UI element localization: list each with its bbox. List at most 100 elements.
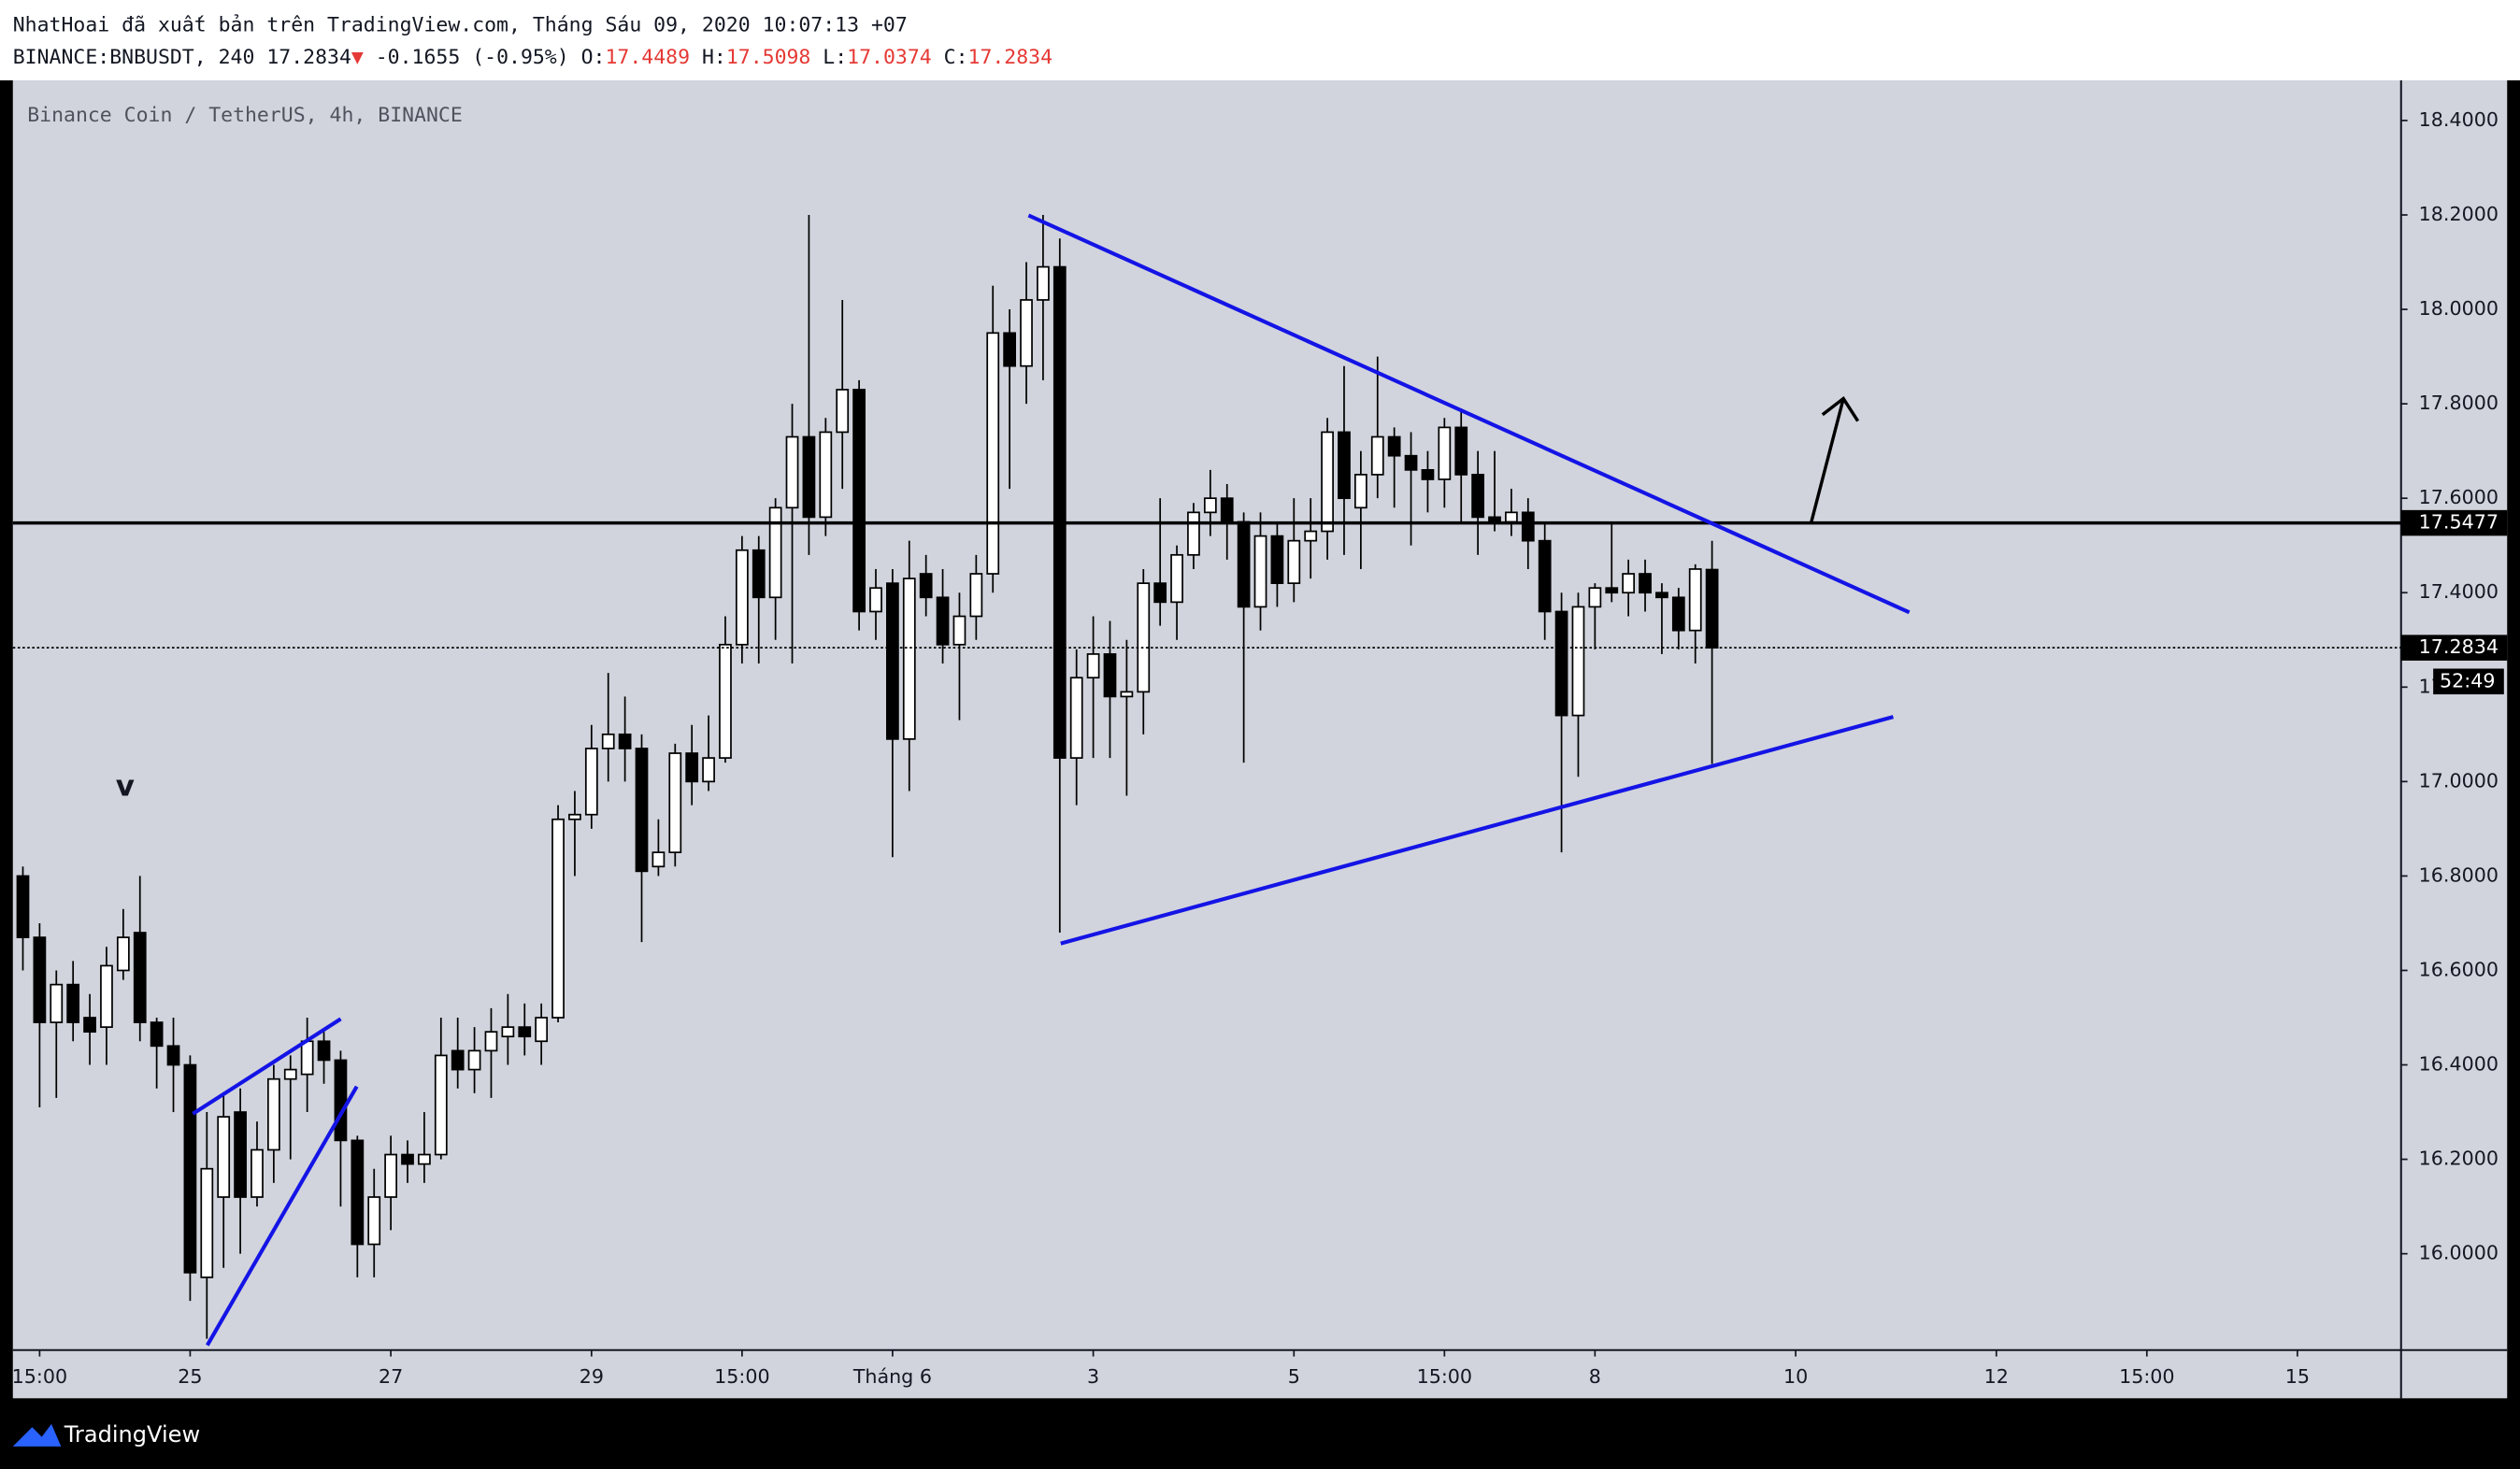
y-tick-label: 16.4000 bbox=[2419, 1053, 2499, 1076]
candle-body bbox=[1220, 497, 1234, 523]
candle-body bbox=[719, 643, 732, 759]
candle-body bbox=[852, 389, 866, 613]
countdown-box bbox=[2433, 668, 2504, 695]
x-tick-label: 12 bbox=[1984, 1365, 2009, 1388]
candle-body bbox=[100, 964, 113, 1028]
candle-body bbox=[902, 578, 916, 740]
annotation: v bbox=[116, 769, 135, 803]
candle-body bbox=[869, 587, 882, 613]
ohlc-label: H: bbox=[702, 46, 726, 69]
candle-body bbox=[635, 748, 649, 873]
candle-body bbox=[1571, 606, 1585, 717]
candle-body bbox=[1671, 596, 1685, 632]
candle-body bbox=[1253, 535, 1267, 608]
trendline bbox=[192, 1017, 342, 1116]
logo bbox=[12, 1423, 62, 1447]
x-tick-label: 15:00 bbox=[12, 1365, 67, 1388]
candle-body bbox=[1688, 568, 1702, 632]
symbol: BINANCE:BNBUSDT, 240 bbox=[13, 46, 255, 69]
candle-body bbox=[1554, 610, 1568, 717]
candle-body bbox=[819, 431, 833, 519]
candle-body bbox=[1069, 677, 1083, 759]
brand: TradingView bbox=[12, 1421, 200, 1448]
candle-body bbox=[234, 1111, 247, 1198]
ohlc-label: O: bbox=[581, 46, 606, 69]
y-tick-label: 16.8000 bbox=[2419, 863, 2499, 886]
candle-body bbox=[83, 1017, 96, 1034]
x-tick-label: 8 bbox=[1589, 1365, 1601, 1388]
candle-body bbox=[1187, 511, 1200, 556]
candle-body bbox=[1387, 435, 1401, 457]
candle-body bbox=[33, 936, 47, 1023]
candle-body bbox=[1270, 535, 1284, 584]
publisher-line: NhatHoai đã xuất bản trên TradingView.co… bbox=[13, 14, 908, 37]
y-tick-label: 18.2000 bbox=[2419, 203, 2499, 225]
arrow: ▼ bbox=[351, 46, 364, 69]
candle-body bbox=[1505, 511, 1518, 523]
x-tick-label: 5 bbox=[1288, 1365, 1300, 1388]
candle-body bbox=[1120, 691, 1134, 698]
x-tick-label: 3 bbox=[1087, 1365, 1099, 1388]
x-tick-label: 15:00 bbox=[1417, 1365, 1472, 1388]
candle-body bbox=[752, 549, 766, 599]
candle-body bbox=[584, 748, 598, 816]
candle-body bbox=[418, 1153, 431, 1165]
candle-body bbox=[518, 1026, 532, 1038]
candle-body bbox=[952, 615, 966, 646]
candle-body bbox=[768, 506, 782, 599]
candle-body bbox=[217, 1116, 231, 1198]
candle-body bbox=[618, 733, 632, 749]
candle-body bbox=[66, 983, 80, 1023]
candle-body bbox=[1605, 587, 1619, 594]
candle-body bbox=[1370, 435, 1384, 476]
x-tick-label: 15 bbox=[2285, 1365, 2310, 1388]
ohlc-value: 17.0374 bbox=[847, 46, 932, 69]
y-tick-label: 17.4000 bbox=[2419, 580, 2499, 603]
y-tick-label: 17.6000 bbox=[2419, 486, 2499, 508]
candle-body bbox=[836, 389, 850, 434]
candle-body bbox=[1052, 265, 1067, 759]
x-tick-label: 10 bbox=[1783, 1365, 1808, 1388]
header-bg bbox=[0, 0, 2520, 80]
trendline bbox=[1060, 715, 1894, 946]
last: 17.2834 bbox=[266, 46, 351, 69]
legend-line: BINANCE:BNBUSDT, 240 17.2834▼ -0.1655 (-… bbox=[13, 46, 1052, 69]
x-tick-label: 27 bbox=[379, 1365, 403, 1388]
candle-body bbox=[601, 733, 615, 749]
candle-body bbox=[919, 573, 933, 599]
candle-body bbox=[735, 549, 749, 646]
candle-body bbox=[936, 596, 950, 646]
candle-body bbox=[501, 1026, 515, 1038]
candle-body bbox=[1471, 474, 1484, 519]
candle-body bbox=[116, 936, 130, 972]
x-tick-label: Tháng 6 bbox=[852, 1365, 932, 1388]
candle-body bbox=[200, 1167, 214, 1278]
candle-body bbox=[1655, 592, 1668, 599]
y-tick-label: 17.0000 bbox=[2419, 769, 2499, 792]
price-line-label: 17.5477 bbox=[2419, 511, 2499, 534]
candle-body bbox=[1438, 426, 1452, 480]
candle-body bbox=[451, 1049, 465, 1071]
candle-body bbox=[1705, 568, 1719, 649]
arrow-head bbox=[1821, 396, 1860, 422]
x-tick-label: 25 bbox=[178, 1365, 202, 1388]
drawings bbox=[192, 213, 1911, 1347]
candle-body bbox=[1153, 582, 1167, 604]
last-price-label: 17.2834 bbox=[2419, 635, 2499, 658]
candle-body bbox=[1404, 454, 1418, 471]
candle-body bbox=[1321, 431, 1334, 533]
candle-body bbox=[1538, 539, 1552, 613]
candle-body bbox=[283, 1068, 297, 1080]
price-line-box bbox=[2400, 509, 2508, 536]
candle-body bbox=[802, 435, 816, 519]
candle-body bbox=[434, 1054, 448, 1156]
candle-body bbox=[1421, 469, 1435, 480]
candle-body bbox=[1103, 653, 1117, 698]
candle-body bbox=[668, 752, 682, 854]
change: -0.1655 (-0.95%) bbox=[376, 46, 569, 69]
candle-body bbox=[1353, 474, 1367, 509]
candle-body bbox=[1588, 587, 1602, 608]
candle-body bbox=[266, 1077, 280, 1151]
candle-body bbox=[568, 813, 581, 820]
